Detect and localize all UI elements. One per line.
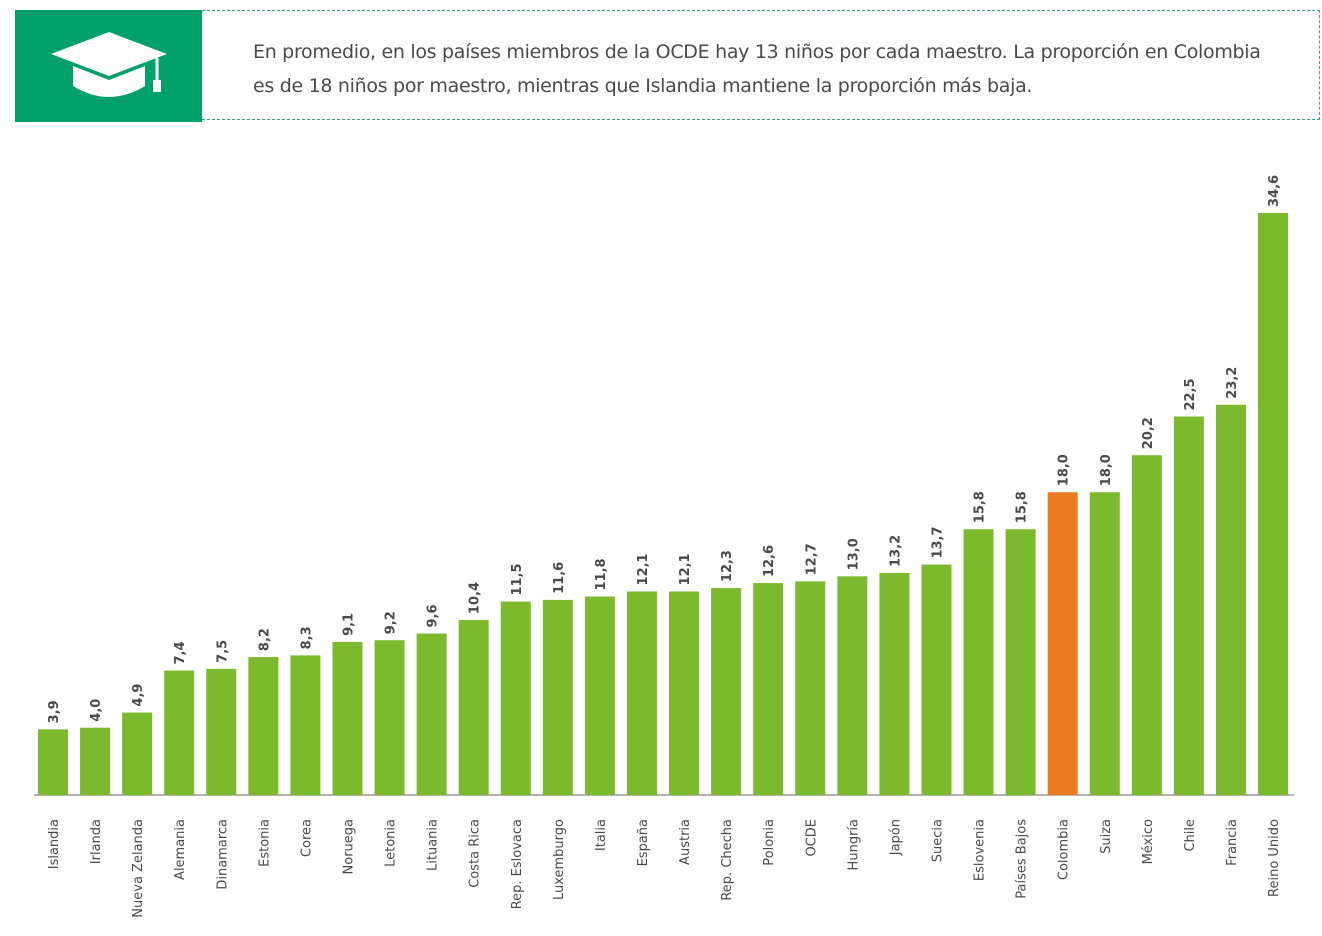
- value-label: 15,8: [1015, 491, 1030, 523]
- bar: [753, 583, 784, 795]
- value-label: 7,5: [215, 640, 230, 663]
- bar: [669, 591, 700, 795]
- value-label: 11,5: [510, 563, 525, 595]
- bar: [711, 588, 742, 795]
- value-label: 13,7: [930, 526, 945, 558]
- category-label: Nueva Zelanda: [131, 819, 146, 918]
- category-label: Rep. Eslovaca: [510, 819, 525, 909]
- value-label: 11,6: [552, 562, 567, 594]
- value-label: 12,6: [762, 545, 777, 577]
- callout-text: En promedio, en los países miembros de l…: [253, 41, 1261, 97]
- category-label: Islandia: [47, 819, 62, 869]
- value-label: 13,0: [846, 538, 861, 570]
- category-label: México: [1141, 819, 1156, 864]
- category-label: Suecia: [930, 819, 945, 862]
- category-label: Japón: [888, 819, 903, 856]
- bar: [1258, 213, 1289, 795]
- value-label: 8,2: [257, 628, 272, 651]
- category-label: Noruega: [341, 819, 356, 874]
- category-label: Hungría: [846, 819, 861, 870]
- bar: [584, 596, 615, 795]
- graduation-cap-icon: [51, 32, 167, 97]
- value-label: 12,1: [678, 553, 693, 585]
- bar-chart: 3,9 Islandia 4,0 Irlanda 4,9 Nueva Zelanda 7,4…: [34, 175, 1294, 918]
- bar: [374, 640, 405, 795]
- category-label: Alemania: [173, 819, 188, 880]
- category-label: España: [636, 819, 651, 866]
- bar: [290, 655, 321, 795]
- category-label: Lituania: [426, 819, 441, 871]
- category-label: Rep. Checha: [720, 819, 735, 901]
- category-label: Luxemburgo: [552, 819, 567, 900]
- icon-panel: [15, 10, 202, 122]
- category-label: Colombia: [1057, 819, 1072, 880]
- bar: [248, 657, 279, 795]
- category-label: Corea: [299, 819, 314, 857]
- bar: [38, 729, 68, 795]
- category-label: Irlanda: [89, 819, 104, 864]
- bar: [1215, 404, 1246, 795]
- bar: [879, 572, 910, 795]
- category-label: Italia: [594, 819, 609, 851]
- bar: [80, 727, 111, 795]
- value-label: 12,7: [804, 543, 819, 575]
- category-label: Polonia: [762, 819, 777, 866]
- category-label: Eslovenia: [973, 819, 988, 881]
- bar: [500, 601, 531, 795]
- bar: [837, 576, 868, 795]
- value-label: 10,4: [468, 582, 483, 614]
- bar: [626, 591, 657, 795]
- value-label: 18,0: [1057, 454, 1072, 486]
- bar: [1047, 492, 1078, 795]
- value-label: 8,3: [299, 626, 314, 649]
- callout-text-box: En promedio, en los países miembros de l…: [202, 10, 1320, 120]
- category-label: Países Bajos: [1015, 819, 1030, 899]
- category-label: Reino Unido: [1267, 819, 1282, 897]
- bar: [921, 564, 952, 795]
- category-label: Dinamarca: [215, 819, 230, 890]
- bar: [542, 599, 573, 795]
- value-label: 4,9: [131, 684, 146, 707]
- bar: [1131, 455, 1162, 795]
- bar: [164, 670, 195, 795]
- bar: [416, 633, 447, 795]
- value-label: 7,4: [173, 641, 188, 664]
- value-label: 11,8: [594, 558, 609, 590]
- category-label: Costa Rica: [468, 819, 483, 888]
- value-label: 15,8: [973, 491, 988, 523]
- value-label: 34,6: [1267, 175, 1282, 207]
- category-label: Letonia: [384, 819, 399, 867]
- category-label: Estonia: [257, 819, 272, 867]
- bar: [458, 620, 489, 795]
- value-label: 9,2: [384, 611, 399, 634]
- value-label: 3,9: [47, 700, 62, 723]
- value-label: 23,2: [1225, 367, 1240, 399]
- value-label: 20,2: [1141, 417, 1156, 449]
- category-label: Chile: [1183, 819, 1198, 852]
- bar: [332, 641, 363, 795]
- value-label: 12,3: [720, 550, 735, 582]
- bar: [1005, 529, 1036, 795]
- value-label: 9,1: [341, 613, 356, 636]
- category-label: Suiza: [1099, 819, 1114, 854]
- bar: [795, 581, 826, 795]
- value-label: 9,6: [426, 604, 441, 627]
- bar: [206, 668, 237, 795]
- value-label: 12,1: [636, 553, 651, 585]
- info-callout: En promedio, en los países miembros de l…: [15, 10, 1322, 122]
- value-label: 13,2: [888, 535, 903, 567]
- bar: [122, 712, 153, 795]
- bar: [963, 529, 994, 795]
- bar: [1089, 492, 1120, 795]
- value-label: 22,5: [1183, 378, 1198, 410]
- category-label: OCDE: [804, 819, 819, 857]
- category-label: Austria: [678, 819, 693, 865]
- category-label: Francia: [1225, 819, 1240, 866]
- value-label: 18,0: [1099, 454, 1114, 486]
- bar: [1173, 416, 1204, 795]
- value-label: 4,0: [89, 699, 104, 722]
